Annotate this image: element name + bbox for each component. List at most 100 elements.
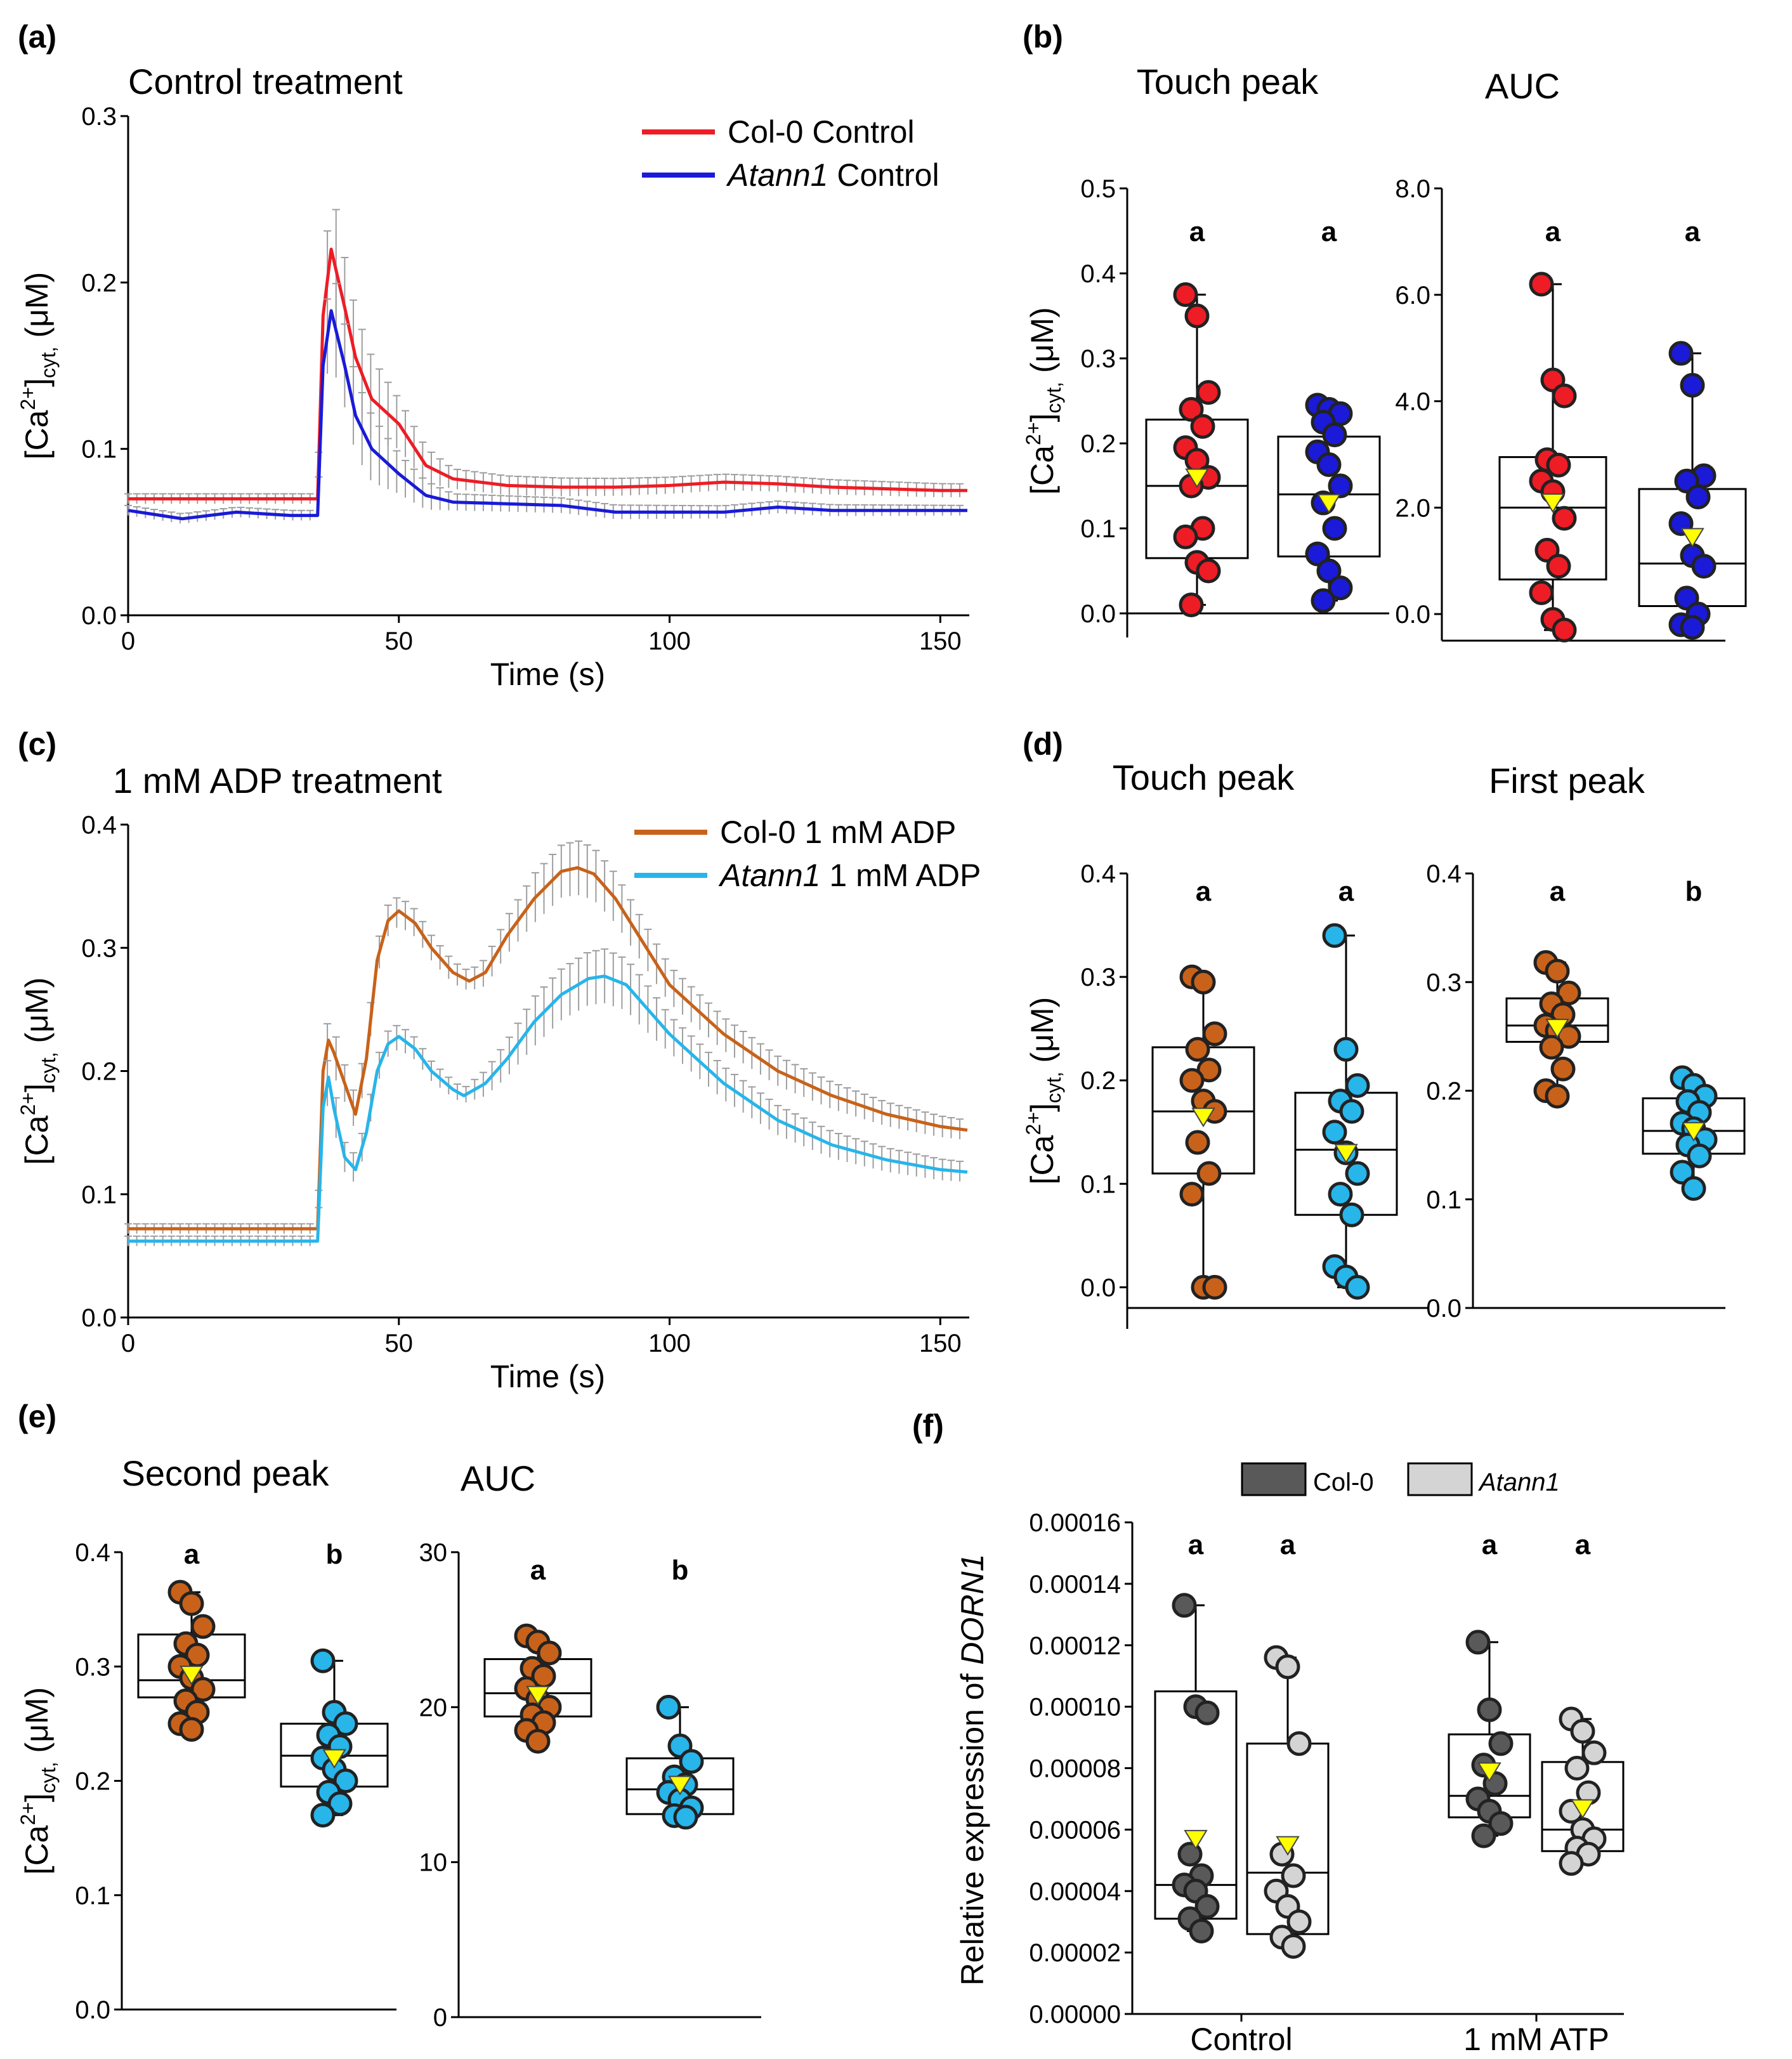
y-tick-label: 0.3 [1080,345,1116,373]
data-point [1196,558,1221,584]
legend-label-italic: Atann1 [718,858,820,893]
data-point [1333,1036,1359,1062]
y-tick-label: 0.00012 [1029,1632,1121,1660]
data-point [310,1648,336,1673]
data-point [1286,1731,1312,1756]
x-tick-label: 100 [648,1330,691,1357]
y-axis-label-part: [Ca [1024,445,1060,495]
legend-label: Atann1 [1478,1468,1560,1496]
data-point [1281,1933,1306,1959]
x-tick-label: 50 [385,627,414,655]
y-tick-label: 0.00008 [1029,1755,1121,1783]
y-axis-label-text: Relative expression of [955,1665,990,1986]
y-tick-label: 8.0 [1395,175,1430,203]
panel-d2: First peak 0.0 0.1 0.2 0.3 0.4 a b [1426,761,1746,1323]
significance-letter: a [1280,1529,1296,1560]
chart-title: AUC [1485,66,1560,106]
box-group-3: a [1541,1529,1625,1876]
box-group-0: a [1154,1529,1238,1944]
y-axis-label-superscript: 2+ [1022,1112,1045,1135]
box-group-0: a [137,1539,246,1742]
y-tick-label: 0.0 [1426,1295,1462,1323]
y-tick-label: 20 [419,1694,448,1722]
significance-letter: a [1338,876,1354,907]
data-point [1328,473,1353,499]
data-point [1681,1176,1706,1201]
box-group-1: a [1294,876,1398,1300]
data-point [1322,923,1347,948]
y-tick-label: 0.4 [1080,260,1116,288]
y-axis-label-subscript: cyt, [1042,1071,1065,1103]
significance-letter: a [530,1555,546,1586]
data-point [1685,485,1711,510]
mean-marker [668,1775,692,1796]
y-tick-label: 10 [419,1849,448,1877]
y-axis-label-part: (μM) [19,977,55,1052]
y-tick-label: 0.1 [81,436,117,464]
data-point [1488,1811,1514,1836]
legend-swatch [1407,1462,1473,1496]
data-point [1668,341,1694,366]
data-point [1339,1099,1364,1124]
data-point [537,1640,562,1666]
panel-c: (c) 1 mM ADP treatment 0.0 0.1 0.2 0.3 0.4 0 50 1… [16,726,981,1394]
data-point [1550,1056,1576,1082]
data-point [1328,575,1353,601]
data-point [1196,380,1221,405]
box-group-1: a [1246,1529,1330,1959]
chart-title: AUC [461,1458,535,1498]
mean-marker [322,1749,346,1769]
y-tick-label: 0.0 [1080,600,1116,628]
y-axis-label-subscript: cyt, [37,346,60,378]
y-axis-label-part: [Ca [1024,1135,1060,1184]
data-point [1680,372,1705,398]
legend-label: Col-0 Control [728,114,915,150]
data-point [1311,588,1336,613]
y-axis-label-part: ] [1024,414,1060,422]
chart-title: Second peak [122,1453,330,1493]
y-tick-label: 0.4 [75,1539,110,1567]
panel-label: (a) [18,19,56,55]
y-axis-label: Relative expression of DORN1 [955,1554,990,1986]
y-tick-label: 0.2 [1426,1078,1462,1106]
series-1 [124,283,967,524]
y-tick-label: 0.00002 [1029,1939,1121,1967]
box-group-2: a [1448,1529,1531,1848]
y-axis-label-part: ] [19,378,55,387]
data-point [656,1694,681,1720]
data-point [333,1711,358,1736]
mean-marker [1276,1836,1300,1856]
y-axis-label-part: (μM) [19,1687,55,1762]
data-point [1194,1700,1220,1725]
data-point [1680,615,1705,640]
significance-letter: a [184,1539,200,1570]
data-point [1570,1718,1595,1744]
y-tick-label: 0.5 [1080,175,1116,203]
box-group-0: a [1498,216,1607,643]
y-tick-label: 0.4 [81,811,117,839]
y-axis-label-superscript: 2+ [16,1802,39,1825]
y-tick-label: 0.3 [75,1653,110,1681]
mean-marker [1334,1144,1358,1164]
significance-letter: a [1685,216,1701,247]
x-tick-label: 150 [919,627,962,655]
data-point [1316,558,1342,584]
series-0 [124,209,967,504]
y-axis-label-subscript: cyt, [37,1762,60,1793]
data-point [679,1749,704,1774]
y-tick-label: 0.0 [81,602,117,630]
panel-f: (f) 0.00000 0.00002 0.00004 0.00006 0.00008 0.… [912,1408,1625,2057]
y-axis-label-superscript: 2+ [16,1092,39,1115]
legend-label: Col-0 [1313,1468,1374,1496]
data-point [1184,303,1210,329]
significance-letter: a [1550,876,1566,907]
panel-label: (c) [18,726,56,762]
y-axis-label-subscript: cyt, [37,1052,60,1083]
mean-marker [1184,1829,1208,1850]
mean-marker [1477,1762,1501,1782]
y-tick-label: 0.2 [81,1058,117,1086]
data-point [1190,414,1215,439]
data-point [1345,1073,1370,1098]
data-point [1328,1182,1353,1207]
y-axis-label-part: ] [19,1083,55,1092]
